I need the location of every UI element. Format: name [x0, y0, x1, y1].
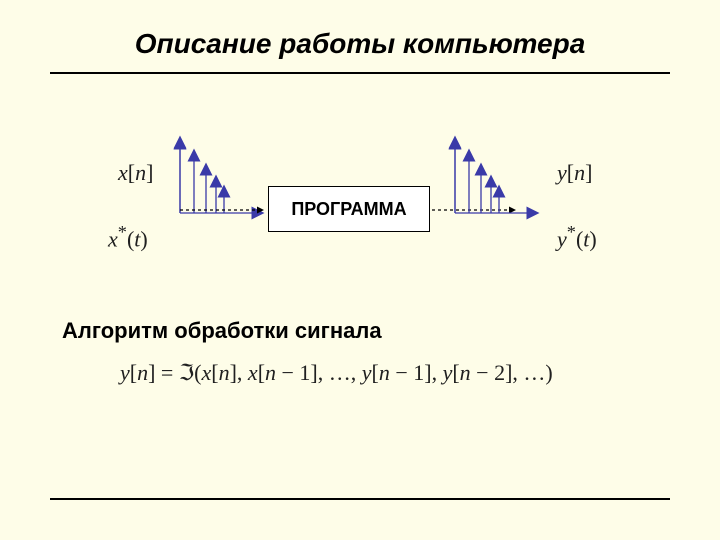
- label-xstar: x*(t): [108, 222, 148, 252]
- program-box-label: ПРОГРАММА: [291, 199, 406, 220]
- rule-top: [50, 72, 670, 74]
- output-stem-plot: [455, 140, 535, 215]
- slide-title: Описание работы компьютера: [80, 28, 640, 60]
- rule-bottom: [50, 498, 670, 500]
- dashed-in: [180, 204, 266, 216]
- slide-canvas: Описание работы компьютера ПРОГРАММА x[n…: [0, 0, 720, 540]
- label-yn: y[n]: [557, 160, 592, 186]
- label-xn: x[n]: [118, 160, 153, 186]
- label-ystar: y*(t): [557, 222, 597, 252]
- algorithm-subtitle: Алгоритм обработки сигнала: [62, 318, 382, 344]
- algorithm-formula: y[n] = ℑ(x[n], x[n − 1], …, y[n − 1], y[…: [120, 360, 553, 386]
- program-box: ПРОГРАММА: [268, 186, 430, 232]
